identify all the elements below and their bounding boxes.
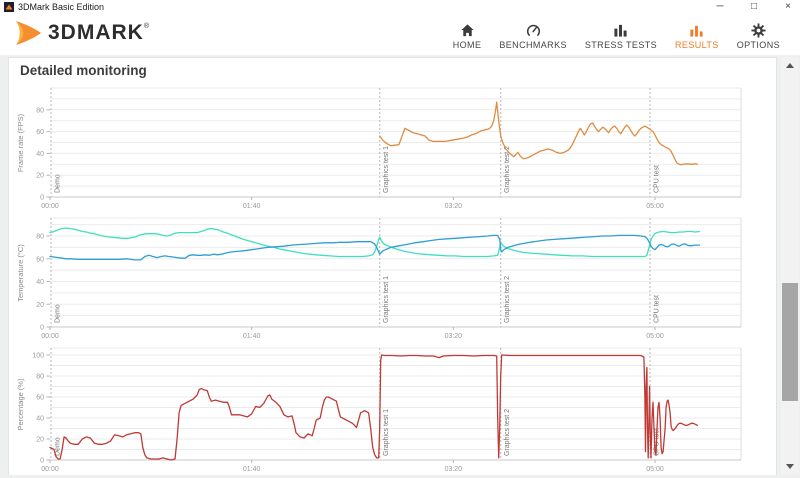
svg-text:0: 0 [40,458,44,465]
nav-item-home[interactable]: HOME [453,15,482,55]
svg-text:03:20: 03:20 [445,203,463,210]
svg-text:0: 0 [40,195,44,202]
minimize-button[interactable]: ─ [716,1,724,12]
svg-text:Graphics test 1: Graphics test 1 [383,276,390,323]
window-title: 3DMark Basic Edition [18,2,105,12]
frame-rate-chart: 0 20 40 60 80 00:00 01:40 03:20 05:00 Demo Graphic… [14,85,772,210]
nav-label: STRESS TESTS [584,40,658,50]
svg-text:00:00: 00:00 [41,203,59,210]
svg-text:40: 40 [36,151,44,158]
bar-chart-icon [689,22,704,38]
svg-text:20: 20 [36,302,44,309]
svg-text:00:00: 00:00 [41,333,59,340]
svg-text:CPU test: CPU test [653,165,660,193]
svg-text:03:20: 03:20 [445,333,463,340]
nav-item-options[interactable]: OPTIONS [737,15,780,55]
page-title: Detailed monitoring [20,63,147,78]
brand-logo: 3DMARK ® [14,20,149,46]
svg-text:Graphics test 2: Graphics test 2 [504,146,511,193]
nav-label: HOME [452,40,482,50]
svg-text:60: 60 [36,395,44,402]
nav-item-results[interactable]: RESULTS [675,15,719,55]
svg-text:Frame rate (FPS): Frame rate (FPS) [16,113,25,172]
app-icon [4,2,14,12]
svg-text:80: 80 [36,107,44,114]
svg-text:100: 100 [32,353,44,360]
temperature-chart: 0 20 40 60 80 00:00 01:40 03:20 05:00 Demo Graphic… [14,215,772,343]
svg-text:Demo: Demo [55,174,62,193]
nav-label: RESULTS [675,40,719,50]
svg-text:01:40: 01:40 [243,466,261,473]
svg-text:03:20: 03:20 [445,466,463,473]
svg-text:05:00: 05:00 [646,203,664,210]
maximize-button[interactable]: □ [750,1,758,12]
svg-text:Demo: Demo [55,304,62,323]
main-nav: HOME BENCHMARKS STRESS TESTS [453,15,780,55]
svg-text:0: 0 [40,325,44,332]
svg-text:40: 40 [36,279,44,286]
logo-chevron-icon [16,21,41,45]
svg-text:CPU test: CPU test [653,295,660,323]
window-controls: ─ □ × [714,0,794,14]
svg-text:00:00: 00:00 [41,466,59,473]
scrollbar-thumb[interactable] [782,283,798,401]
svg-text:60: 60 [36,129,44,136]
svg-text:Demo: Demo [55,437,62,456]
app-header: 3DMARK ® HOME BENCHMARKS ST [0,15,800,55]
percentage-chart: 0 20 40 60 80 100 00:00 01:40 03:20 05:00 Demo Grap… [14,345,772,473]
gear-icon [751,22,766,38]
svg-text:80: 80 [36,234,44,241]
nav-label: OPTIONS [736,40,780,50]
logo-registered-mark: ® [143,22,150,30]
svg-text:Graphics test 2: Graphics test 2 [504,276,511,323]
scroll-down-arrow-icon[interactable] [786,464,794,469]
svg-text:Graphics test 2: Graphics test 2 [504,409,511,456]
svg-text:Percentage (%): Percentage (%) [16,378,25,431]
window-titlebar: 3DMark Basic Edition ─ □ × [0,0,800,15]
svg-text:20: 20 [36,173,44,180]
svg-text:40: 40 [36,416,44,423]
svg-text:Graphics test 1: Graphics test 1 [383,409,390,456]
gauge-icon [526,22,541,38]
nav-item-stress-tests[interactable]: STRESS TESTS [585,15,657,55]
svg-text:05:00: 05:00 [646,466,664,473]
scroll-up-arrow-icon[interactable] [786,63,794,68]
svg-text:80: 80 [36,374,44,381]
svg-text:05:00: 05:00 [646,333,664,340]
svg-text:01:40: 01:40 [243,333,261,340]
svg-text:Temperature (°C): Temperature (°C) [16,244,25,302]
close-button[interactable]: × [785,1,791,12]
bar-chart-icon [613,22,628,38]
svg-text:20: 20 [36,437,44,444]
nav-label: BENCHMARKS [499,40,567,50]
svg-text:01:40: 01:40 [243,203,261,210]
home-icon [460,22,475,38]
svg-text:Graphics test 1: Graphics test 1 [383,146,390,193]
nav-item-benchmarks[interactable]: BENCHMARKS [499,15,567,55]
logo-text: 3DMARK [48,21,144,44]
scrollbar[interactable] [781,57,799,475]
svg-text:60: 60 [36,256,44,263]
